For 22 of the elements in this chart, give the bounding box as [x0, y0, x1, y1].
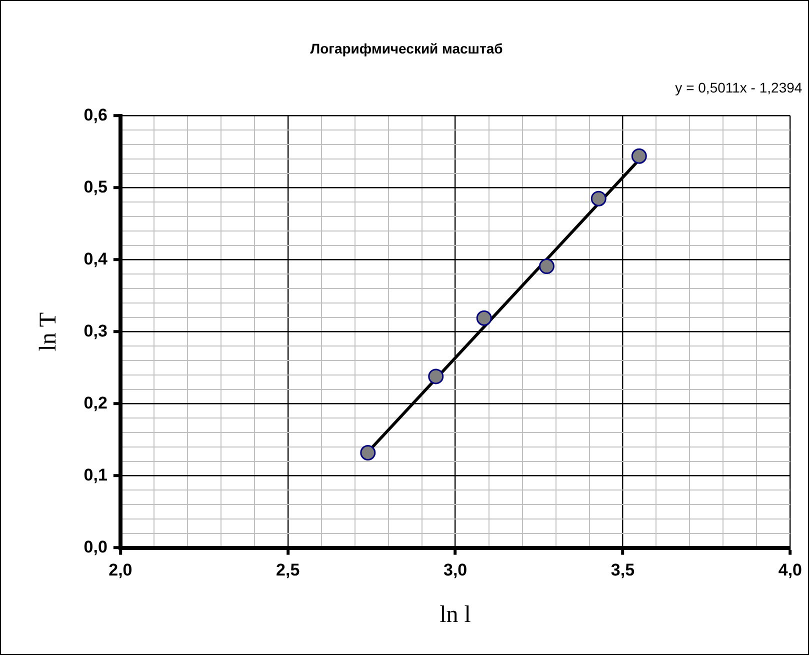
- y-tick-label: 0,5: [84, 177, 108, 196]
- chart-title: Логарифмический масштаб: [310, 40, 504, 56]
- y-tick-label: 0,2: [84, 393, 108, 412]
- point: [538, 258, 554, 274]
- x-tick-label: 2,5: [276, 560, 300, 580]
- y-axis-title: ln T: [36, 312, 62, 352]
- point: [428, 368, 444, 384]
- text: y = 0,5011x - 1,2394: [675, 80, 802, 96]
- y-tick-label: 0,3: [84, 321, 108, 340]
- x-tick-label: 2,0: [108, 560, 132, 580]
- y-tick-label: 0,6: [84, 105, 108, 124]
- point: [476, 310, 492, 326]
- point: [590, 190, 606, 206]
- point: [360, 445, 376, 461]
- point: [631, 148, 647, 164]
- x-tick-label: 3,0: [443, 560, 468, 580]
- y-tick-label: 0,4: [84, 249, 108, 268]
- x-tick-label: 3,5: [610, 560, 635, 580]
- y-tick-label: 0,1: [84, 465, 108, 484]
- x-tick-label: 4,0: [778, 560, 802, 580]
- y-tick-label: 0,0: [84, 537, 108, 556]
- x-axis-title: ln l: [440, 602, 472, 628]
